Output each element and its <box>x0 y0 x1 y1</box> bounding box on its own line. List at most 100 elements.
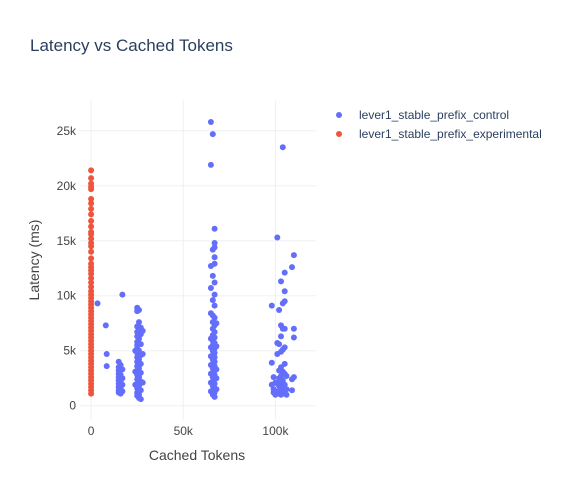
data-point[interactable] <box>88 223 95 230</box>
data-point[interactable] <box>88 167 95 174</box>
data-point[interactable] <box>211 358 218 365</box>
data-point[interactable] <box>137 369 144 376</box>
data-point[interactable] <box>289 264 295 271</box>
data-point[interactable] <box>119 381 126 388</box>
data-point[interactable] <box>290 374 297 381</box>
data-point[interactable] <box>213 343 220 350</box>
data-point[interactable] <box>278 278 284 285</box>
data-point[interactable] <box>207 161 214 168</box>
data-point[interactable] <box>207 119 214 125</box>
data-point[interactable] <box>276 307 283 313</box>
data-point[interactable] <box>283 373 290 379</box>
data-point[interactable] <box>290 325 297 332</box>
data-point[interactable] <box>119 291 126 298</box>
data-point[interactable] <box>281 360 288 367</box>
data-point[interactable] <box>103 363 110 370</box>
data-point[interactable] <box>213 320 220 327</box>
data-point[interactable] <box>283 386 290 393</box>
data-point[interactable] <box>283 391 290 398</box>
data-point[interactable] <box>211 380 218 387</box>
data-point[interactable] <box>213 386 220 393</box>
data-point[interactable] <box>137 360 144 367</box>
data-point[interactable] <box>209 272 216 279</box>
data-point[interactable] <box>137 341 144 348</box>
data-point[interactable] <box>281 325 288 332</box>
data-point[interactable] <box>119 375 126 382</box>
data-point[interactable] <box>274 234 281 241</box>
data-point[interactable] <box>278 333 284 340</box>
data-point[interactable] <box>211 240 218 246</box>
data-point[interactable] <box>88 275 95 282</box>
data-point[interactable] <box>281 298 288 305</box>
legend-label: lever1_stable_prefix_control <box>359 108 509 122</box>
data-point[interactable] <box>88 390 95 397</box>
data-point[interactable] <box>94 300 101 307</box>
data-point[interactable] <box>270 374 277 381</box>
data-point[interactable] <box>88 235 95 242</box>
data-point[interactable] <box>88 186 95 193</box>
data-point[interactable] <box>268 302 275 309</box>
data-point[interactable] <box>207 285 214 291</box>
data-point[interactable] <box>209 131 216 138</box>
data-point[interactable] <box>279 144 286 151</box>
data-point[interactable] <box>268 359 275 366</box>
data-point[interactable] <box>88 243 95 250</box>
data-point[interactable] <box>211 354 218 361</box>
data-point[interactable] <box>88 231 95 238</box>
data-point[interactable] <box>213 366 220 373</box>
data-point[interactable] <box>88 218 95 224</box>
data-point[interactable] <box>213 375 220 382</box>
data-point[interactable] <box>290 252 297 259</box>
data-point[interactable] <box>88 279 95 286</box>
data-point[interactable] <box>211 314 218 321</box>
y-tick-label: 0 <box>69 399 76 413</box>
data-point[interactable] <box>88 211 95 218</box>
data-point[interactable] <box>211 302 218 309</box>
data-point[interactable] <box>211 349 218 356</box>
data-point[interactable] <box>139 379 146 386</box>
chart-title: Latency vs Cached Tokens <box>30 36 233 55</box>
data-point[interactable] <box>211 260 218 267</box>
data-point[interactable] <box>211 244 218 251</box>
legend-label: lever1_stable_prefix_experimental <box>359 127 542 141</box>
y-axis-title: Latency (ms) <box>26 220 42 301</box>
data-point[interactable] <box>281 288 288 295</box>
y-tick-label: 20k <box>57 179 77 193</box>
data-point[interactable] <box>209 297 216 304</box>
data-point[interactable] <box>139 327 146 334</box>
legend-item[interactable]: lever1_stable_prefix_control <box>336 108 509 122</box>
data-point[interactable] <box>136 307 142 313</box>
x-tick-label: 0 <box>88 424 95 438</box>
data-point[interactable] <box>211 279 218 286</box>
data-point[interactable] <box>119 388 126 395</box>
y-tick-label: 15k <box>57 234 77 248</box>
data-point[interactable] <box>102 322 109 329</box>
data-point[interactable] <box>119 366 126 373</box>
data-point[interactable] <box>88 283 95 290</box>
data-point[interactable] <box>281 344 288 351</box>
data-point[interactable] <box>88 200 95 207</box>
data-point[interactable] <box>137 387 144 394</box>
data-point[interactable] <box>211 254 218 261</box>
data-point[interactable] <box>88 255 95 262</box>
data-point[interactable] <box>281 269 288 276</box>
data-point[interactable] <box>136 319 142 326</box>
data-point[interactable] <box>139 351 146 357</box>
data-point[interactable] <box>137 396 144 403</box>
data-point[interactable] <box>290 334 297 341</box>
data-point[interactable] <box>88 175 95 182</box>
data-point[interactable] <box>211 334 218 341</box>
data-point[interactable] <box>88 270 95 277</box>
data-point[interactable] <box>211 393 218 400</box>
legend[interactable]: lever1_stable_prefix_control lever1_stabl… <box>336 108 542 141</box>
data-point[interactable] <box>211 225 218 232</box>
data-point[interactable] <box>88 248 95 255</box>
data-point[interactable] <box>211 329 218 335</box>
legend-item[interactable]: lever1_stable_prefix_experimental <box>336 127 542 141</box>
data-point[interactable] <box>276 341 283 348</box>
data-point[interactable] <box>103 351 110 357</box>
data-point[interactable] <box>88 196 95 202</box>
data-point[interactable] <box>88 205 95 212</box>
data-point[interactable] <box>289 387 295 394</box>
data-point[interactable] <box>211 291 218 298</box>
